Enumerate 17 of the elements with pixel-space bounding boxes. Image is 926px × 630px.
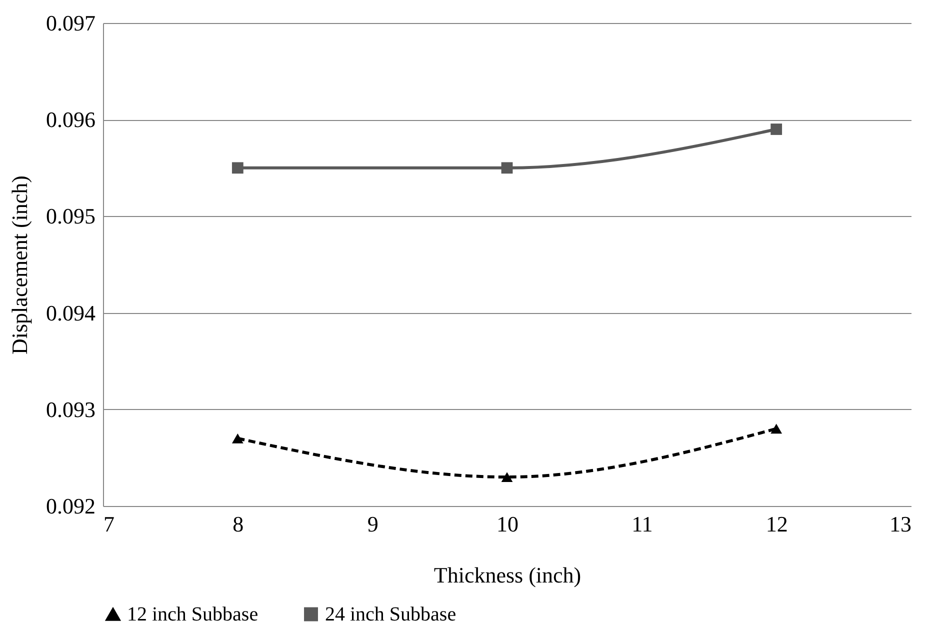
y-axis-title: Displacement (inch) — [7, 176, 32, 354]
x-tick-label: 10 — [496, 512, 518, 536]
x-tick-label: 13 — [890, 512, 912, 536]
x-tick-label: 12 — [766, 512, 788, 536]
x-tick-label: 9 — [367, 512, 378, 536]
y-tick-label: 0.096 — [46, 107, 96, 132]
x-tick-label: 11 — [632, 512, 653, 536]
x-tick-label: 7 — [104, 512, 114, 536]
y-tick-label: 0.092 — [46, 494, 96, 518]
y-tick-label: 0.097 — [46, 10, 96, 36]
y-tick-label: 0.094 — [46, 300, 96, 326]
y-tick-label: 0.093 — [46, 396, 96, 422]
x-axis-title: Thickness (inch) — [434, 562, 582, 588]
y-tick-label: 0.095 — [46, 204, 96, 229]
legend-label: 12 inch Subbase — [127, 604, 258, 626]
x-tick-label: 8 — [232, 512, 244, 536]
legend-label: 24 inch Subbase — [325, 603, 456, 626]
